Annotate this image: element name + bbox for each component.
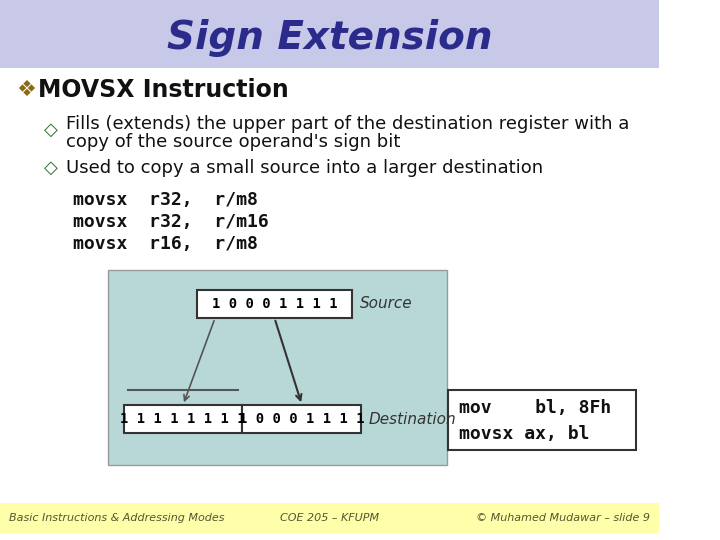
Text: Fills (extends) the upper part of the destination register with a: Fills (extends) the upper part of the de… [66, 115, 629, 133]
FancyBboxPatch shape [0, 503, 659, 533]
Text: ◇: ◇ [44, 121, 58, 139]
Text: 1 0 0 0 1 1 1 1: 1 0 0 0 1 1 1 1 [212, 297, 338, 311]
Text: 1 1 1 1 1 1 1 1: 1 1 1 1 1 1 1 1 [120, 412, 246, 426]
FancyBboxPatch shape [108, 270, 446, 465]
FancyBboxPatch shape [197, 290, 352, 318]
FancyBboxPatch shape [124, 405, 243, 433]
Text: Used to copy a small source into a larger destination: Used to copy a small source into a large… [66, 159, 543, 177]
Text: ◇: ◇ [44, 159, 58, 177]
Text: mov    bl, 8Fh: mov bl, 8Fh [459, 399, 611, 417]
FancyBboxPatch shape [449, 390, 636, 450]
Text: movsx ax, bl: movsx ax, bl [459, 425, 590, 443]
Text: COE 205 – KFUPM: COE 205 – KFUPM [280, 513, 379, 523]
Text: movsx  r32,  r/m8: movsx r32, r/m8 [73, 191, 258, 209]
Text: Destination: Destination [369, 411, 456, 427]
Text: movsx  r16,  r/m8: movsx r16, r/m8 [73, 235, 258, 253]
Text: ❖: ❖ [17, 80, 37, 100]
Text: copy of the source operand's sign bit: copy of the source operand's sign bit [66, 133, 400, 151]
Text: Sign Extension: Sign Extension [166, 19, 492, 57]
Text: movsx  r32,  r/m16: movsx r32, r/m16 [73, 213, 269, 231]
Text: Source: Source [359, 296, 413, 312]
Text: Basic Instructions & Addressing Modes: Basic Instructions & Addressing Modes [9, 513, 225, 523]
Text: MOVSX Instruction: MOVSX Instruction [38, 78, 289, 102]
Text: 1 0 0 0 1 1 1 1: 1 0 0 0 1 1 1 1 [239, 412, 365, 426]
Text: © Muhamed Mudawar – slide 9: © Muhamed Mudawar – slide 9 [476, 513, 649, 523]
FancyBboxPatch shape [0, 0, 659, 68]
FancyBboxPatch shape [243, 405, 361, 433]
